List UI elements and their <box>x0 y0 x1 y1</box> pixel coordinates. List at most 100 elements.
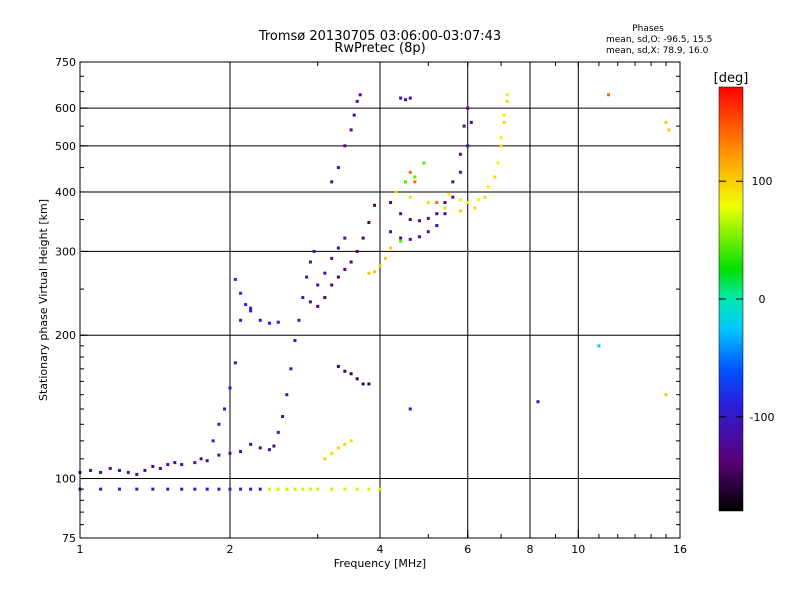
data-point <box>135 472 139 476</box>
data-point <box>499 144 503 148</box>
data-point <box>451 195 455 199</box>
data-point <box>462 124 466 128</box>
data-point <box>367 487 371 491</box>
data-point <box>664 120 668 124</box>
y-tick-label: 200 <box>55 329 76 342</box>
data-point <box>289 367 293 371</box>
data-point <box>117 468 121 472</box>
data-point <box>151 464 155 468</box>
y-tick-label: 500 <box>55 140 76 153</box>
data-point <box>166 487 170 491</box>
chart-subtitle: RwPretec (8p) <box>334 41 425 56</box>
data-point <box>258 487 262 491</box>
data-point <box>211 439 215 443</box>
colorbar-label: [deg] <box>714 71 749 86</box>
data-point <box>276 430 280 434</box>
data-point <box>358 93 362 97</box>
y-tick-label: 300 <box>55 245 76 258</box>
data-point <box>408 195 412 199</box>
x-tick-label: 2 <box>227 543 234 556</box>
data-point <box>323 457 327 461</box>
data-point <box>233 361 237 365</box>
data-point <box>426 230 430 234</box>
x-tick-label: 1 <box>77 543 84 556</box>
chart-title: Tromsø 20130705 03:06:00-03:07:43 <box>258 29 501 44</box>
data-point <box>451 180 455 184</box>
data-point <box>458 152 462 156</box>
data-point <box>367 382 371 386</box>
data-point <box>349 439 353 443</box>
data-point <box>272 444 276 448</box>
data-point <box>336 446 340 450</box>
data-point <box>361 236 365 240</box>
data-point <box>228 386 232 390</box>
data-point <box>373 203 377 207</box>
data-point <box>336 166 340 170</box>
data-point <box>293 338 297 342</box>
data-point <box>228 451 232 455</box>
data-point <box>217 487 221 491</box>
data-point <box>249 309 253 313</box>
data-point <box>443 201 447 205</box>
data-point <box>89 468 93 472</box>
data-point <box>352 113 356 117</box>
data-point <box>276 487 280 491</box>
data-point <box>308 260 312 264</box>
data-point <box>343 144 347 148</box>
data-point <box>239 318 243 322</box>
data-point <box>330 256 334 260</box>
x-axis-label: Frequency [MHz] <box>334 557 426 570</box>
data-point <box>228 487 232 491</box>
data-point <box>426 216 430 220</box>
stats-o-line: mean, sd,O: -96.5, 15.5 <box>606 35 712 45</box>
data-point <box>336 275 340 279</box>
data-point <box>389 230 393 234</box>
data-point <box>505 93 509 97</box>
data-point <box>330 487 334 491</box>
data-point <box>258 446 262 450</box>
y-axis-label: Stationary phase Virtual Height [km] <box>37 199 50 401</box>
data-point <box>493 175 497 179</box>
data-point <box>417 235 421 239</box>
data-point <box>361 382 365 386</box>
grid-lines <box>80 62 680 538</box>
colorbar-tick-label: -100 <box>750 411 775 424</box>
data-point <box>355 249 359 253</box>
data-point <box>305 275 309 279</box>
data-point <box>408 96 412 100</box>
x-tick-label: 10 <box>571 543 585 556</box>
data-point <box>389 201 393 205</box>
data-point <box>403 98 407 102</box>
x-tick-label: 4 <box>377 543 384 556</box>
data-point <box>389 246 393 250</box>
data-point <box>367 271 371 275</box>
data-point <box>502 120 506 124</box>
data-point <box>117 487 121 491</box>
data-point <box>403 180 407 184</box>
data-point <box>667 128 671 132</box>
y-tick-label: 600 <box>55 102 76 115</box>
y-tick-label: 750 <box>55 56 76 69</box>
x-axis-ticks: 1 2 4 6 8 10 16 <box>77 62 687 556</box>
data-point <box>205 459 209 463</box>
data-point <box>180 487 184 491</box>
data-point <box>417 219 421 223</box>
data-point <box>399 96 403 100</box>
data-point <box>505 99 509 103</box>
data-point <box>413 175 417 179</box>
x-tick-label: 16 <box>673 543 687 556</box>
data-point <box>367 221 371 225</box>
data-point <box>496 161 500 165</box>
x-tick-label: 6 <box>464 543 471 556</box>
data-point <box>108 466 112 470</box>
data-point <box>239 291 243 295</box>
data-points <box>78 93 671 491</box>
data-point <box>343 236 347 240</box>
data-point <box>349 128 353 132</box>
data-point <box>458 170 462 174</box>
data-point <box>435 224 439 228</box>
data-point <box>308 487 312 491</box>
data-point <box>469 120 473 124</box>
data-point <box>199 457 203 461</box>
data-point <box>349 372 353 376</box>
